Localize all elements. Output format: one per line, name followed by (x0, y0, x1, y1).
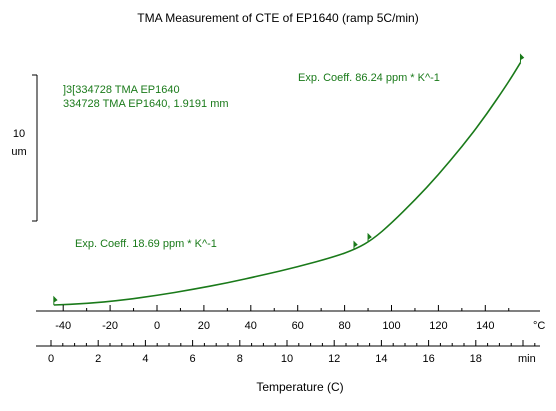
temperature-tick-label: 40 (245, 320, 257, 332)
segment-marker (353, 240, 358, 250)
time-tick-label: 2 (95, 353, 101, 365)
segment-marker (367, 232, 372, 243)
time-tick-label: 6 (190, 353, 196, 365)
chart-title: TMA Measurement of CTE of EP1640 (ramp 5… (137, 11, 418, 25)
x-axis-label: Temperature (C) (256, 380, 343, 394)
legend-line-2: 334728 TMA EP1640, 1.9191 mm (63, 98, 229, 110)
scale-bar-value: 10 (13, 128, 25, 140)
time-tick-label: 4 (142, 353, 148, 365)
time-axis-unit: min (518, 353, 536, 365)
temperature-tick-label: 20 (198, 320, 210, 332)
time-tick-label: 10 (281, 353, 293, 365)
scale-bar: 10 um (11, 74, 38, 222)
segment-markers (53, 53, 525, 305)
temperature-axis: °C -40 -20 0 20 40 60 80 100 120 140 (36, 305, 545, 332)
temperature-tick-label: 0 (154, 320, 160, 332)
temperature-tick-label: 60 (292, 320, 304, 332)
temperature-tick-label: -40 (55, 320, 71, 332)
annotation-lower-coeff: Exp. Coeff. 18.69 ppm * K^-1 (75, 238, 217, 250)
legend-line-1: ]3[334728 TMA EP1640 (63, 84, 180, 96)
series-line (53, 62, 522, 306)
temperature-tick-label: 100 (382, 320, 400, 332)
temperature-tick-label: 120 (429, 320, 447, 332)
segment-marker (53, 295, 58, 305)
time-tick-label: 18 (470, 353, 482, 365)
time-axis: min 0 2 4 6 8 10 12 14 16 18 (36, 340, 540, 365)
temperature-tick-label: -20 (102, 320, 118, 332)
temperature-tick-label: 80 (338, 320, 350, 332)
time-tick-label: 16 (422, 353, 434, 365)
time-tick-label: 14 (375, 353, 387, 365)
segment-marker (519, 53, 525, 63)
time-tick-label: 8 (237, 353, 243, 365)
annotation-upper-coeff: Exp. Coeff. 86.24 ppm * K^-1 (298, 72, 440, 84)
temperature-axis-unit: °C (533, 320, 545, 332)
time-tick-label: 12 (328, 353, 340, 365)
temperature-tick-label: 140 (476, 320, 494, 332)
scale-bar-unit: um (11, 146, 26, 158)
time-tick-label: 0 (48, 353, 54, 365)
